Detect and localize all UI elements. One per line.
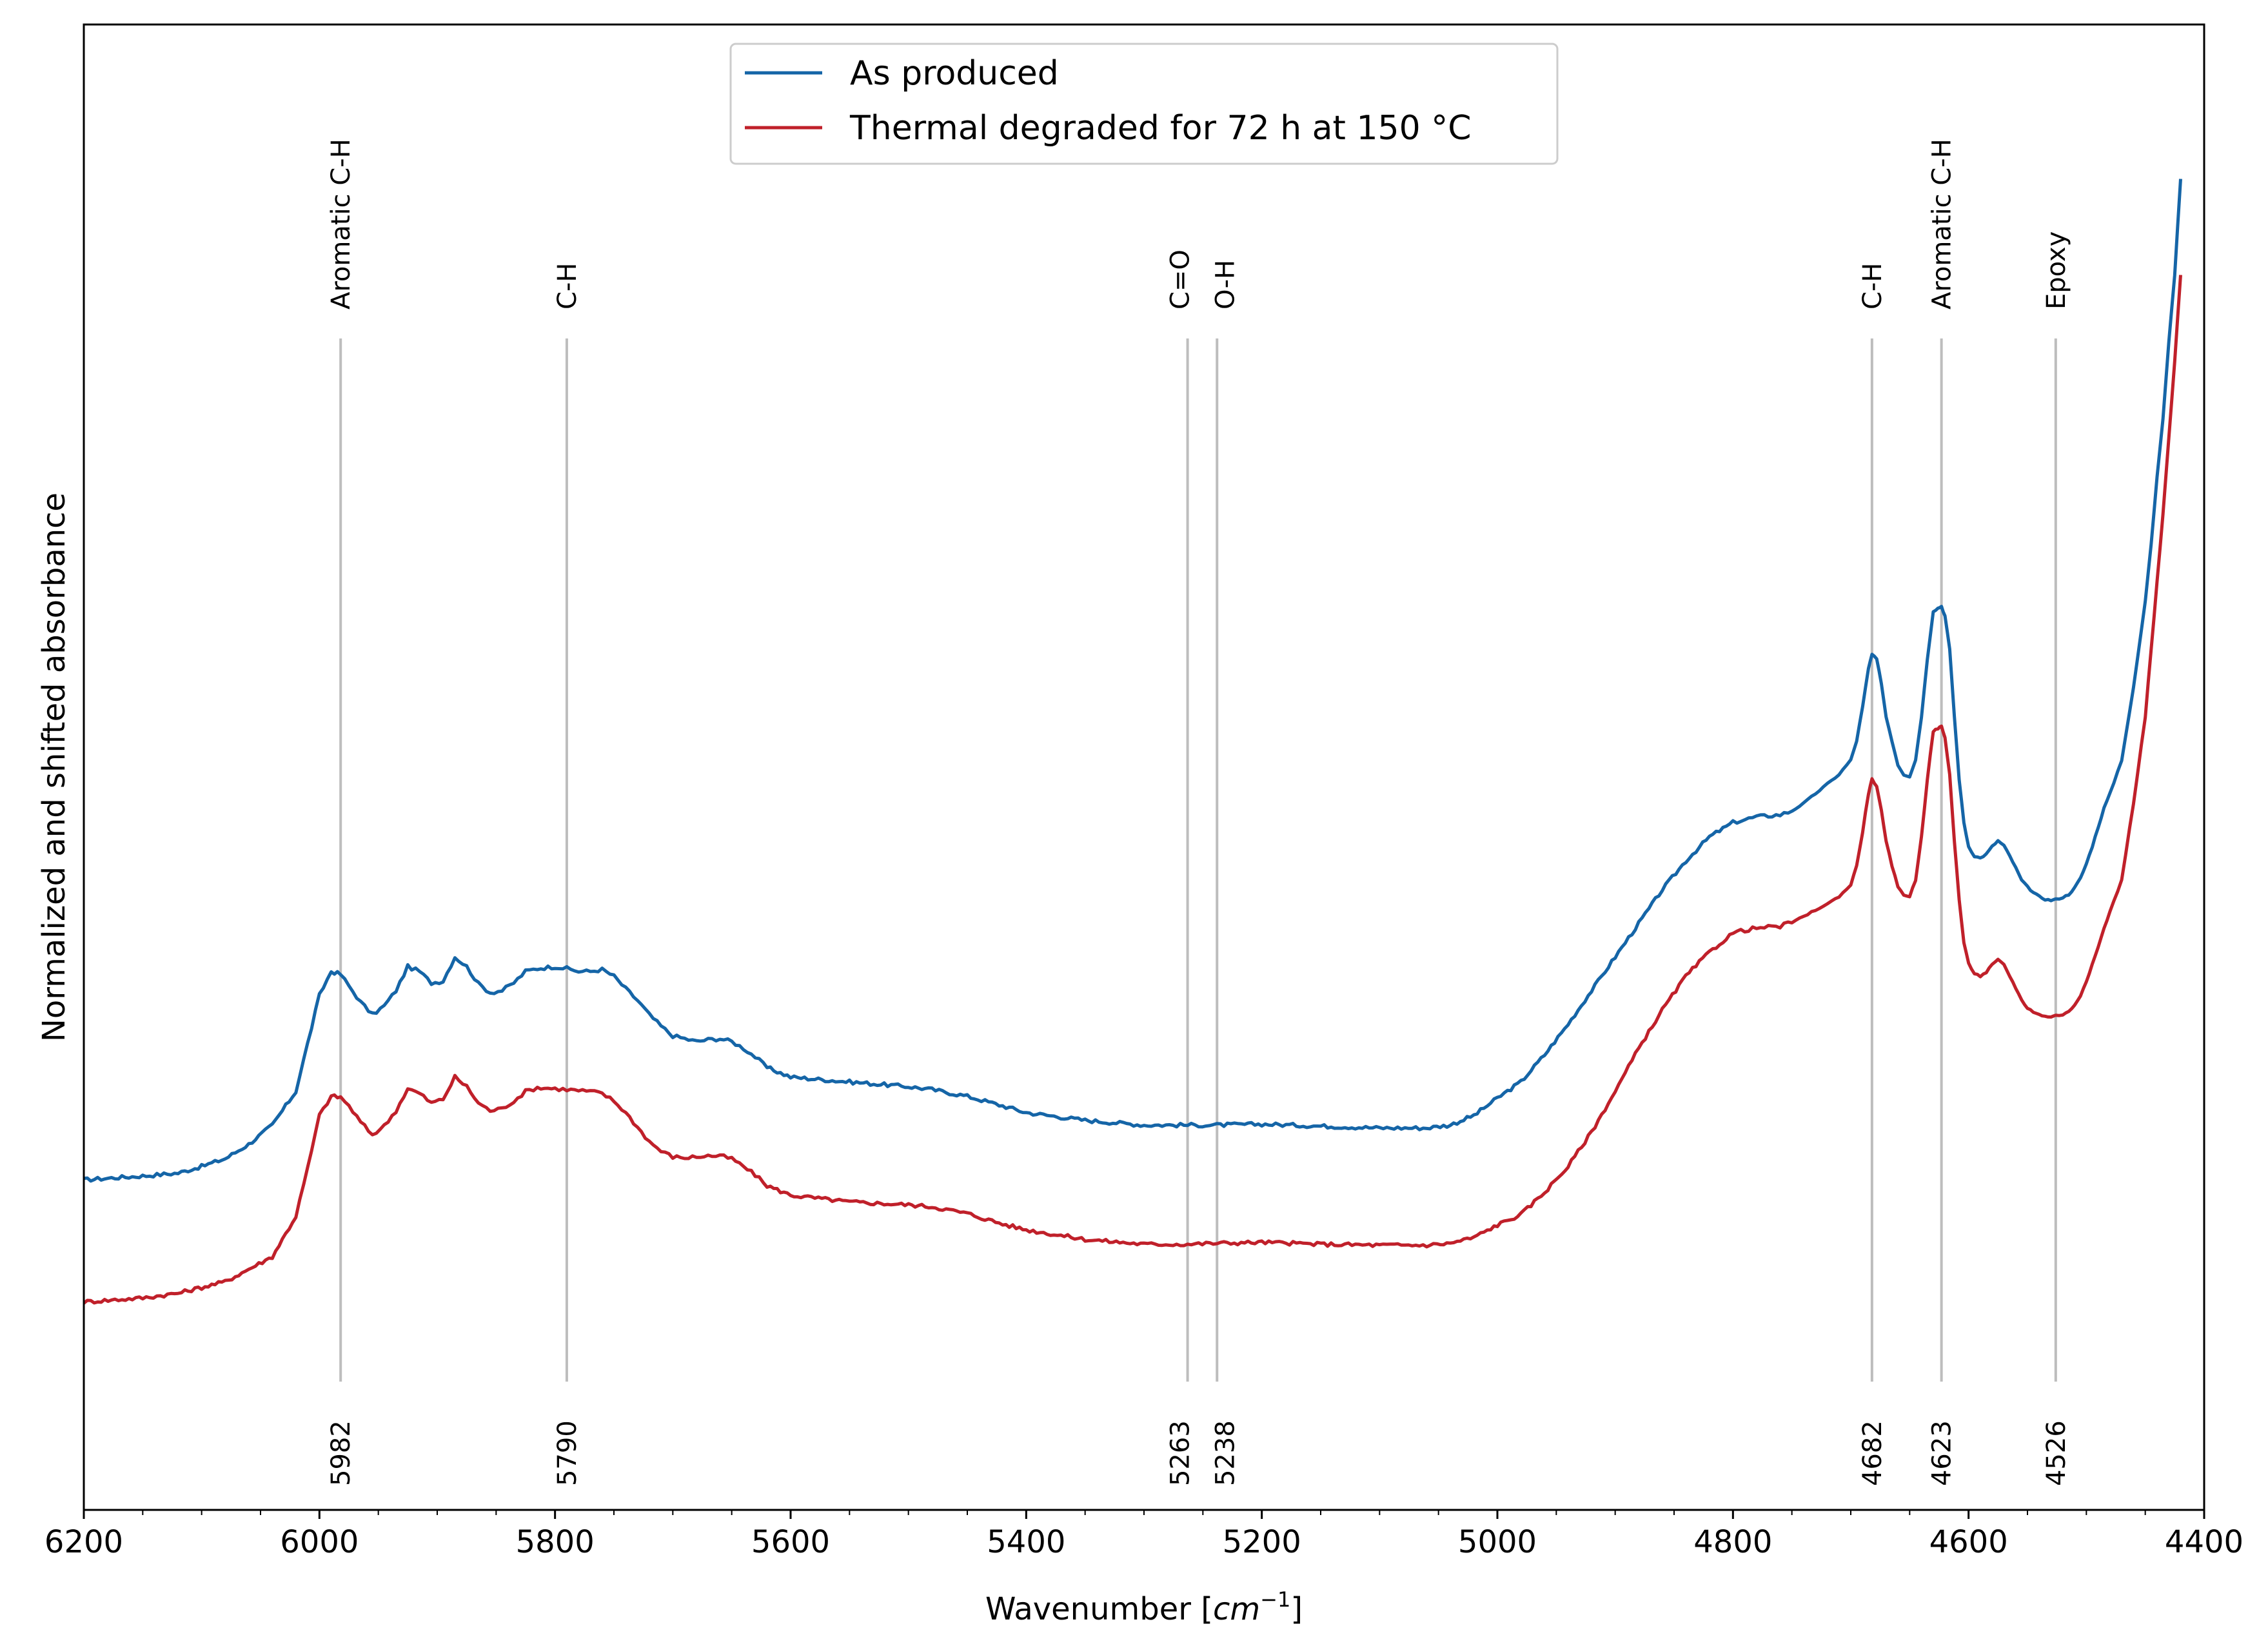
annotation-value-4623: 4623	[1928, 1420, 1957, 1486]
series-layer	[84, 179, 2182, 1305]
annotation-label-5238: O-H	[1210, 260, 1240, 309]
series-line-1	[84, 275, 2182, 1305]
x-axis-title-suffix: ]	[1290, 1591, 1303, 1627]
x-axis-title-exponent: −1	[1260, 1587, 1290, 1612]
annotation-value-4526: 4526	[2042, 1420, 2071, 1486]
x-axis-title: Wavenumber [cm−1]	[985, 1587, 1303, 1627]
annotation-label-5790: C-H	[553, 263, 582, 309]
x-tick-label: 4800	[1693, 1524, 1772, 1560]
annotation-lines	[339, 338, 2057, 1382]
annotation-value-4682: 4682	[1858, 1420, 1888, 1486]
annotation-value-5238: 5238	[1210, 1420, 1240, 1486]
x-tick-label: 5000	[1458, 1524, 1537, 1560]
annotation-label-4682: C-H	[1858, 263, 1888, 309]
x-tick-label: 5200	[1223, 1524, 1301, 1560]
annotation-labels: Aromatic C-H 5982 C-H 5790 C=O 5263 O-H 5238 C-H…	[326, 139, 2071, 1486]
annotation-label-5982: Aromatic C-H	[326, 139, 356, 309]
x-tick-label: 4400	[2165, 1524, 2243, 1560]
x-tick-label: 6000	[280, 1524, 359, 1560]
x-tick-label: 5600	[751, 1524, 830, 1560]
legend-label-as-produced: As produced	[850, 54, 1059, 93]
x-axis: 6200 6000 5800 5600 5400 5200 5000 4800 4600 4400	[44, 1510, 2243, 1560]
annotation-value-5982: 5982	[326, 1420, 356, 1486]
x-tick-label: 6200	[44, 1524, 123, 1560]
legend: As produced Thermal degraded for 72 h at…	[729, 43, 1559, 165]
annotation-label-4623: Aromatic C-H	[1928, 139, 1957, 309]
annotation-label-4526: Epoxy	[2042, 231, 2071, 309]
x-tick-label: 4600	[1929, 1524, 2008, 1560]
legend-label-thermal-degraded: Thermal degraded for 72 h at 150 °C	[849, 109, 1472, 148]
annotation-label-5263: C=O	[1166, 250, 1196, 309]
legend-box	[729, 43, 1559, 165]
x-axis-title-unit: cm	[1213, 1591, 1260, 1627]
annotation-value-5790: 5790	[553, 1420, 582, 1486]
y-axis-title: Normalized and shifted absorbance	[36, 493, 72, 1042]
series-line-0	[84, 179, 2182, 1183]
x-axis-title-prefix: Wavenumber [	[985, 1591, 1213, 1627]
x-tick-label: 5400	[987, 1524, 1065, 1560]
annotation-value-5263: 5263	[1166, 1420, 1196, 1486]
x-tick-label: 5800	[516, 1524, 595, 1560]
